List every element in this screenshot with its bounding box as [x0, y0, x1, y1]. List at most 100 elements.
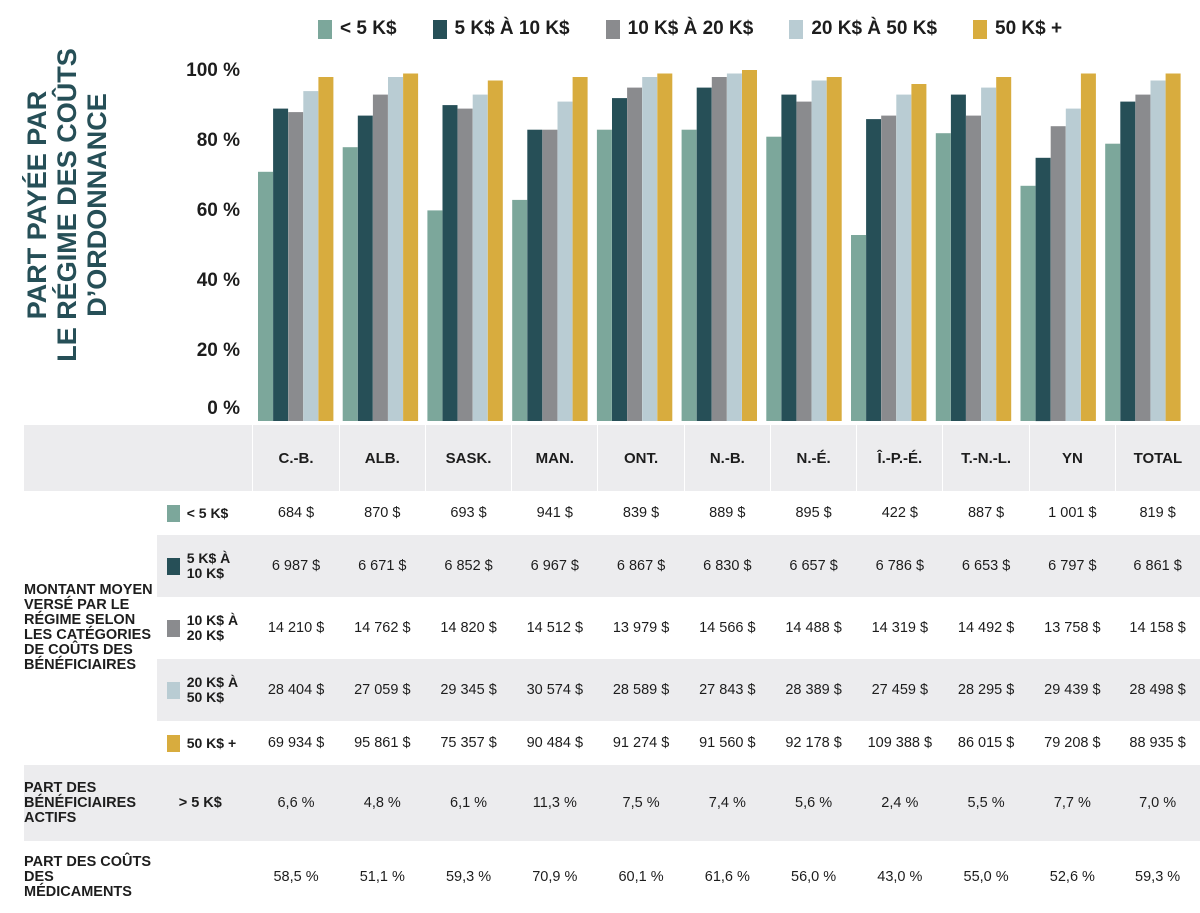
table-cell: 693 $ [450, 505, 487, 521]
table-cell: 6 967 $ [511, 535, 598, 597]
y-tick-label: 80 % [196, 130, 240, 151]
bar [557, 101, 573, 421]
table-cell: 91 560 $ [699, 735, 756, 751]
bar [627, 87, 643, 421]
table-cell: 109 388 $ [867, 735, 933, 751]
bar [1035, 157, 1051, 422]
bar [612, 98, 627, 421]
table-cell: 7,0 % [1115, 765, 1200, 841]
table-cell: 887 $ [967, 505, 1005, 521]
table-cell: 7,7 % [1029, 765, 1116, 841]
bar [372, 94, 388, 421]
table-cell: 79 208 $ [1044, 735, 1101, 751]
bar [357, 115, 373, 421]
bar [318, 77, 334, 421]
bar-chart [258, 70, 1181, 422]
legend-item-10k-20k: 10 K$ À 20 K$ [605, 18, 753, 40]
table-cell: 95 861 $ [354, 735, 411, 751]
row-threshold-label: > 5 K$ [156, 765, 253, 841]
row-label: 10 K$ À 20 K$ [186, 612, 239, 643]
table-cell: 70,9 % [532, 869, 578, 885]
legend-swatch [318, 19, 332, 39]
bar [303, 91, 319, 421]
table-cell: 55,0 % [963, 869, 1009, 885]
bar [1080, 73, 1096, 421]
table-cell: 6 830 $ [684, 535, 771, 597]
table-cell: 56,0 % [791, 869, 837, 885]
table-cell: 92 178 $ [785, 735, 842, 751]
table-cell: 684 $ [277, 505, 315, 521]
table-cell: 13 758 $ [1044, 620, 1101, 636]
y-tick-label: 40 % [196, 270, 240, 291]
column-header: MAN. [511, 425, 598, 491]
table-header-row: C.-B. ALB. SASK. MAN. ONT. N.-B. N.-É. Î… [24, 425, 1200, 491]
table-cell: 59,3 % [1135, 869, 1181, 885]
column-header: C.-B. [252, 425, 340, 491]
table-cell: 1 001 $ [1048, 505, 1097, 521]
table-row-20k-50k: 20 K$ À 50 K$ 28 404 $ 27 059 $ 29 345 $… [24, 659, 1200, 721]
legend-item-5k-10k: 5 K$ À 10 K$ [432, 18, 570, 40]
bar [935, 133, 951, 421]
table-cell: 75 357 $ [440, 735, 497, 751]
table-cell: 27 459 $ [856, 659, 943, 721]
table-cell: 14 488 $ [785, 620, 842, 636]
table-cell: 14 210 $ [267, 620, 325, 636]
table-cell: 7,4 % [684, 765, 771, 841]
table-cell: 895 $ [795, 505, 832, 521]
bar [542, 129, 558, 421]
row-label-active-share: PART DES BÉNÉFICIAIRES ACTIFS [24, 765, 157, 841]
bar [1120, 101, 1136, 421]
table-cell: 13 979 $ [612, 620, 670, 636]
table-cell: 6 797 $ [1029, 535, 1116, 597]
table-cell: 28 498 $ [1115, 659, 1200, 721]
table-cell: 889 $ [709, 505, 746, 521]
table-cell: 941 $ [536, 505, 573, 521]
table-cell: 14 158 $ [1129, 620, 1186, 636]
table-cell: 58,5 % [273, 869, 319, 885]
table-cell: 6 861 $ [1115, 535, 1200, 597]
bar [1135, 94, 1151, 421]
table-cell: 29 439 $ [1029, 659, 1116, 721]
row-swatch [166, 681, 180, 699]
row-label-cell: 5 K$ À 10 K$ [156, 535, 253, 597]
table-cell: 86 015 $ [957, 735, 1015, 751]
bar [851, 235, 866, 421]
bar [1065, 108, 1081, 421]
y-tick-label: 0 % [207, 398, 240, 419]
bar [766, 136, 782, 421]
header-blank [24, 425, 253, 491]
table-cell: 14 319 $ [871, 620, 929, 636]
table-cell: 6 987 $ [252, 535, 340, 597]
data-table: C.-B. ALB. SASK. MAN. ONT. N.-B. N.-É. Î… [24, 425, 1200, 913]
table-cell: 5,5 % [942, 765, 1030, 841]
bar [711, 77, 727, 421]
bar [258, 171, 273, 421]
table-row-active-share: PART DES BÉNÉFICIAIRES ACTIFS > 5 K$ 6,6… [24, 765, 1200, 841]
table-cell: 6 657 $ [770, 535, 857, 597]
row-label-cell: 10 K$ À 20 K$ [157, 597, 253, 659]
bar [657, 73, 673, 421]
table-row-lt5k: MONTANT MOYEN VERSÉ PAR LE RÉGIME SELON … [24, 491, 1200, 673]
blank-cell [157, 841, 253, 913]
column-header: SASK. [424, 425, 512, 491]
column-header: N.-B. [683, 425, 771, 491]
table-cell: 14 762 $ [354, 620, 411, 636]
table-cell: 27 843 $ [684, 659, 771, 721]
legend-swatch [605, 19, 620, 39]
bar [911, 84, 927, 421]
bar [1020, 185, 1036, 421]
table-cell: 11,3 % [511, 765, 598, 841]
bar [472, 94, 488, 421]
bar [572, 77, 588, 421]
table-cell: 819 $ [1139, 505, 1176, 521]
legend-label: 50 K$ + [995, 18, 1063, 39]
bar [726, 73, 742, 421]
table-cell: 59,3 % [445, 869, 492, 885]
table-cell: 4,8 % [339, 765, 426, 841]
bar [527, 129, 543, 421]
column-header: ONT. [597, 425, 685, 491]
legend-label: < 5 K$ [340, 18, 397, 39]
bar [427, 210, 443, 421]
column-header: TOTAL [1114, 425, 1200, 491]
bar [642, 77, 658, 421]
